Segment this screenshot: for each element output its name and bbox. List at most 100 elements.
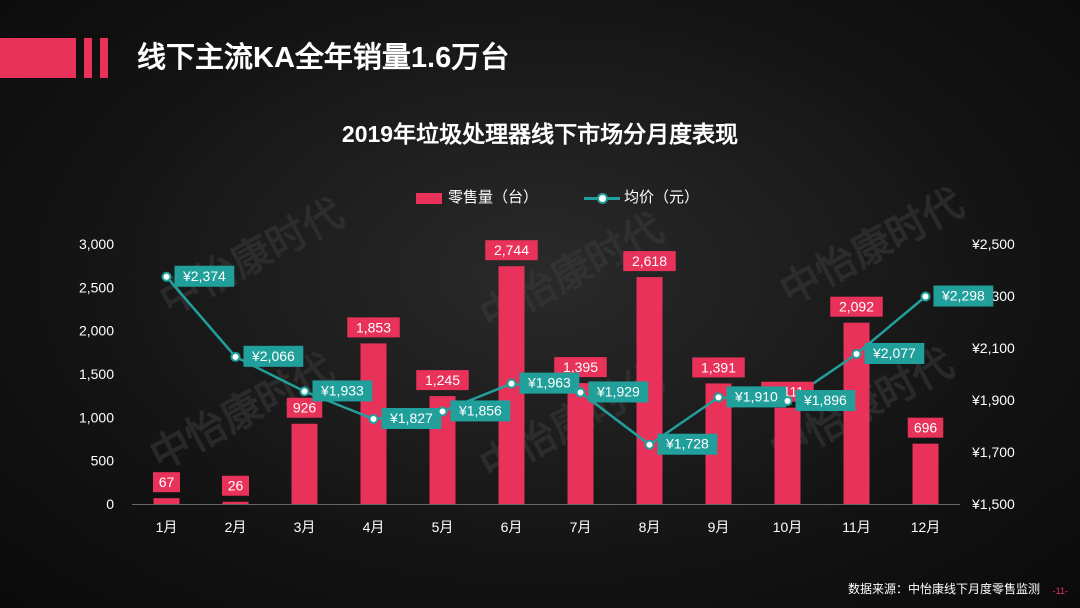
bar-data-label: 1,391 — [701, 359, 736, 375]
bar-label-box — [830, 296, 883, 317]
left-axis-tick-label: 2,000 — [79, 323, 114, 339]
line-data-label: ¥2,066 — [251, 348, 295, 364]
line-label-box — [174, 265, 235, 287]
x-axis-tick-label: 6月 — [501, 519, 523, 535]
bar-label-box — [416, 370, 469, 391]
bar-data-label: 26 — [228, 478, 244, 494]
line-data-label: ¥2,374 — [182, 268, 226, 284]
line-point — [851, 348, 862, 359]
x-axis-tick-label: 1月 — [156, 519, 178, 535]
legend-label-sales: 零售量（台） — [448, 189, 539, 206]
bar-data-label: 926 — [293, 400, 317, 416]
bar-label-box — [153, 472, 180, 493]
line-label-box — [519, 372, 580, 394]
bar-sales — [774, 407, 801, 504]
line-data-label: ¥1,933 — [320, 382, 364, 398]
line-label-box — [657, 433, 718, 455]
x-axis-tick-label: 12月 — [911, 519, 941, 535]
bar-data-label: 1,853 — [356, 319, 391, 335]
bar-label-box — [347, 317, 400, 338]
line-label-box — [243, 345, 304, 367]
right-axis-tick-label: ¥1,500 — [971, 496, 1015, 512]
line-label-box — [864, 342, 925, 364]
line-label-box — [381, 407, 442, 429]
x-axis-tick-label: 8月 — [639, 519, 661, 535]
bar-data-label: 2,744 — [494, 242, 529, 258]
bar-label-box — [907, 417, 944, 438]
line-point — [782, 396, 793, 407]
left-axis-tick-label: 0 — [106, 496, 114, 512]
line-point — [437, 406, 448, 417]
legend-bar-swatch — [416, 192, 442, 204]
x-axis-tick-label: 3月 — [294, 519, 316, 535]
legend-item-price: 均价（元） — [584, 186, 699, 210]
line-label-box — [588, 381, 649, 403]
bar-sales — [567, 383, 594, 504]
right-axis-tick-label: ¥1,900 — [971, 392, 1015, 408]
left-axis-tick-label: 1,500 — [79, 366, 114, 382]
bar-sales — [912, 443, 939, 504]
line-point — [299, 386, 310, 397]
bar-data-label: 696 — [914, 420, 938, 436]
legend-label-price: 均价（元） — [624, 189, 700, 206]
line-data-label: ¥1,963 — [527, 375, 571, 391]
bar-sales — [222, 501, 249, 504]
left-axis-tick-label: 1,000 — [79, 409, 114, 425]
bar-data-label: 1,395 — [563, 359, 598, 375]
line-data-label: ¥2,298 — [941, 288, 985, 304]
x-axis-tick-label: 5月 — [432, 519, 454, 535]
legend-item-sales: 零售量（台） — [416, 186, 538, 210]
x-axis-tick-label: 9月 — [708, 519, 730, 535]
x-axis-tick-label: 10月 — [773, 519, 803, 535]
data-source-note: 数据来源：中怡康线下月度零售监测 — [847, 582, 1040, 596]
line-point — [161, 271, 172, 282]
page-title: 线下主流KA全年销量1.6万台 — [137, 42, 510, 74]
x-axis-tick-label: 11月 — [842, 519, 871, 535]
x-axis-tick-label: 7月 — [570, 519, 592, 535]
line-label-box — [450, 400, 511, 422]
bar-label-box — [692, 357, 745, 378]
bar-label-box — [286, 397, 323, 418]
line-point — [506, 378, 517, 389]
bar-label-box — [222, 475, 249, 496]
line-point — [575, 387, 586, 398]
line-point — [920, 291, 931, 302]
bar-label-box — [554, 357, 607, 378]
line-point — [368, 413, 379, 424]
page-number: -11- — [1052, 586, 1068, 596]
bar-data-label: 67 — [159, 474, 175, 490]
chart-title: 2019年垃圾处理器线下市场分月度表现 — [341, 121, 739, 147]
line-data-label: ¥1,728 — [665, 436, 709, 452]
line-label-box — [312, 380, 373, 402]
left-axis-tick-label: 2,500 — [79, 279, 114, 295]
bar-data-label: 2,092 — [839, 299, 874, 315]
bar-data-label: 1,245 — [425, 372, 460, 388]
line-label-box — [726, 386, 787, 408]
left-axis-tick-label: 500 — [91, 453, 115, 469]
line-data-label: ¥1,896 — [803, 392, 847, 408]
right-axis-tick-label: ¥1,700 — [971, 444, 1015, 460]
bar-sales — [291, 423, 318, 504]
right-axis-tick-label: ¥2,500 — [971, 236, 1015, 252]
line-point — [230, 351, 241, 362]
title-accent-bars — [0, 38, 120, 78]
legend-line-swatch — [584, 186, 620, 210]
line-data-label: ¥1,910 — [734, 388, 778, 404]
bar-data-label: 2,618 — [632, 253, 667, 269]
right-axis-tick-label: ¥2,100 — [971, 340, 1015, 356]
line-data-label: ¥2,077 — [872, 345, 916, 361]
line-label-box — [795, 390, 856, 412]
x-axis-tick-label: 4月 — [363, 519, 385, 535]
bar-label-box — [623, 251, 676, 272]
line-data-label: ¥1,827 — [389, 410, 433, 426]
line-label-box — [933, 285, 994, 307]
line-data-label: ¥1,929 — [596, 383, 640, 399]
bar-label-box — [485, 240, 538, 261]
x-axis-tick-label: 2月 — [225, 519, 247, 535]
line-point — [644, 439, 655, 450]
line-point — [713, 392, 724, 403]
bar-sales — [153, 498, 180, 504]
chart-legend: 零售量（台） 均价（元） — [0, 186, 1080, 210]
left-axis-tick-label: 3,000 — [79, 236, 114, 252]
